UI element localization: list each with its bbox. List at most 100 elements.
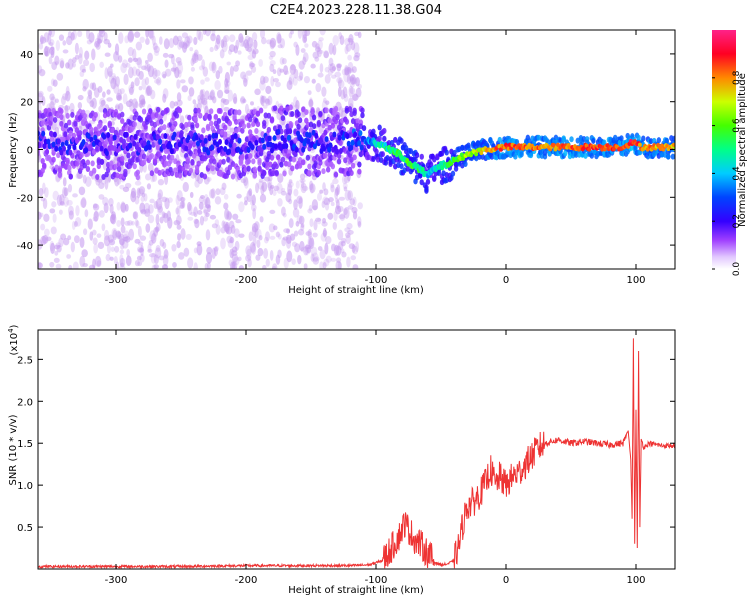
spectrogram-noise-point — [319, 63, 324, 73]
spectrogram-noise-point — [325, 100, 330, 105]
spectrogram-noise-point — [154, 79, 161, 84]
spectrogram-ridge-point — [119, 136, 124, 143]
spectrogram-noise-point — [202, 66, 209, 77]
spectrogram-band-point — [581, 136, 587, 143]
spectrogram-noise-point — [103, 31, 108, 41]
spectrogram-noise-point — [229, 127, 236, 133]
spectrogram-noise-point — [209, 189, 215, 199]
spectrogram-band-point — [212, 158, 217, 165]
spectrogram-noise-point — [261, 181, 268, 192]
bottom-x-ticks: -300 -200 -100 0 100 — [105, 330, 646, 586]
spectrogram-noise-point — [183, 247, 190, 257]
spectrogram-noise-point — [311, 40, 318, 48]
spectrogram-noise-point — [247, 258, 252, 268]
spectrogram-band-point — [329, 154, 334, 161]
spectrogram-noise-point — [226, 210, 232, 221]
spectrogram-ridge-point — [206, 149, 211, 156]
spectrogram-noise-point — [65, 90, 71, 102]
spectrogram-ridge-point — [203, 137, 208, 144]
spectrogram-noise-point — [147, 162, 154, 172]
spectrogram-noise-point — [116, 92, 122, 101]
spectrogram-noise-point — [162, 264, 168, 269]
spectrogram-noise-point — [248, 231, 253, 242]
spectrogram-band-point — [210, 165, 215, 172]
spectrogram-band-point — [252, 166, 258, 173]
spectrogram-noise-point — [300, 179, 305, 189]
spectrogram-noise-point — [210, 188, 216, 199]
spectrogram-ridge-point — [106, 132, 111, 139]
spectrogram-noise-point — [240, 71, 247, 80]
spectrogram-ridge-point — [68, 149, 73, 156]
spectrogram-band-point — [98, 122, 103, 129]
spectrogram-ridge-point — [81, 139, 86, 146]
spectrogram-band-point — [648, 138, 654, 145]
spectrogram-noise-point — [197, 210, 203, 215]
spectrogram-noise-point — [319, 261, 324, 269]
spectrogram-noise-point — [199, 89, 204, 101]
spectrogram-noise-point — [305, 231, 312, 236]
spectrogram-noise-point — [293, 188, 299, 197]
spectrogram-noise-point — [317, 49, 324, 54]
spectrogram-noise-point — [38, 90, 44, 98]
spectrogram-noise-point — [42, 198, 48, 210]
spectrogram-noise-point — [352, 196, 357, 207]
spectrogram-noise-point — [176, 79, 181, 89]
spectrogram-noise-point — [93, 243, 99, 254]
spectrogram-noise-point — [62, 177, 67, 187]
spectrogram-band-point — [352, 154, 357, 161]
spectrogram-noise-point — [146, 85, 153, 97]
spectrogram-ridge-point — [318, 137, 323, 144]
spectrogram-noise-point — [330, 201, 335, 207]
spectrogram-noise-point — [50, 46, 55, 51]
bottom-y-ticks: 0.5 1.0 1.5 2.0 2.5 — [17, 355, 675, 534]
spectrogram-band-point — [40, 157, 45, 164]
spectrogram-noise-point — [205, 252, 213, 264]
spectrogram-noise-point — [243, 196, 249, 202]
spectrogram-noise-point — [355, 241, 359, 253]
spectrogram-noise-point — [238, 201, 245, 213]
spectrogram-ridge-point — [195, 140, 200, 147]
spectrogram-noise-point — [258, 58, 263, 67]
spectrogram-noise-point — [131, 66, 138, 77]
spectrogram-band-point — [216, 117, 222, 124]
spectrogram-band-point — [282, 170, 287, 177]
spectrogram-noise-point — [118, 32, 124, 44]
spectrogram-noise-point — [285, 237, 292, 249]
spectrogram-band-point — [310, 107, 315, 114]
spectrogram-noise-point — [269, 50, 276, 58]
spectrogram-noise-point — [232, 261, 237, 267]
spectrogram-noise-point — [312, 232, 318, 238]
spectrogram-noise-point — [68, 264, 73, 269]
spectrogram-noise-point — [153, 201, 159, 210]
spectrogram-noise-point — [349, 77, 356, 88]
spectrogram-noise-point — [327, 68, 333, 76]
spectrogram-noise-point — [212, 96, 217, 104]
colorbar-ticks: 0.0 0.2 0.4 0.6 0.8 — [712, 70, 742, 276]
spectrogram-band-point — [177, 107, 183, 114]
spectrogram-noise-point — [272, 69, 277, 75]
spectrogram-noise-point — [55, 40, 61, 51]
spectrogram-band-point — [232, 142, 237, 149]
spectrogram-noise-point — [176, 190, 183, 202]
spectrogram-noise-point — [292, 76, 298, 86]
spectrogram-band-point — [670, 153, 675, 160]
spectrogram-noise-point — [60, 233, 67, 240]
spectrogram-band-point — [350, 162, 356, 169]
spectrogram-noise-point — [157, 193, 162, 200]
spectrogram-noise-point — [52, 79, 58, 87]
spectrogram-noise-point — [84, 50, 90, 60]
spectrogram-band-point — [152, 158, 158, 165]
spectrogram-noise-point — [192, 53, 199, 64]
spectrogram-ridge-point — [233, 132, 238, 139]
spectrogram-ridge-point — [329, 135, 334, 142]
spectrogram-noise-point — [330, 182, 335, 189]
spectrogram-noise-point — [265, 98, 271, 106]
spectrogram-band-point — [132, 121, 137, 128]
spectrogram-band-point — [325, 166, 331, 173]
spectrogram-noise-point — [66, 254, 72, 259]
spectrogram-band-point — [272, 105, 278, 112]
spectrogram-band-point — [173, 120, 178, 127]
spectrogram-noise-point — [323, 188, 329, 196]
bottom-x-axis-label: Height of straight line (km) — [288, 585, 424, 596]
spectrogram-noise-point — [77, 30, 83, 38]
